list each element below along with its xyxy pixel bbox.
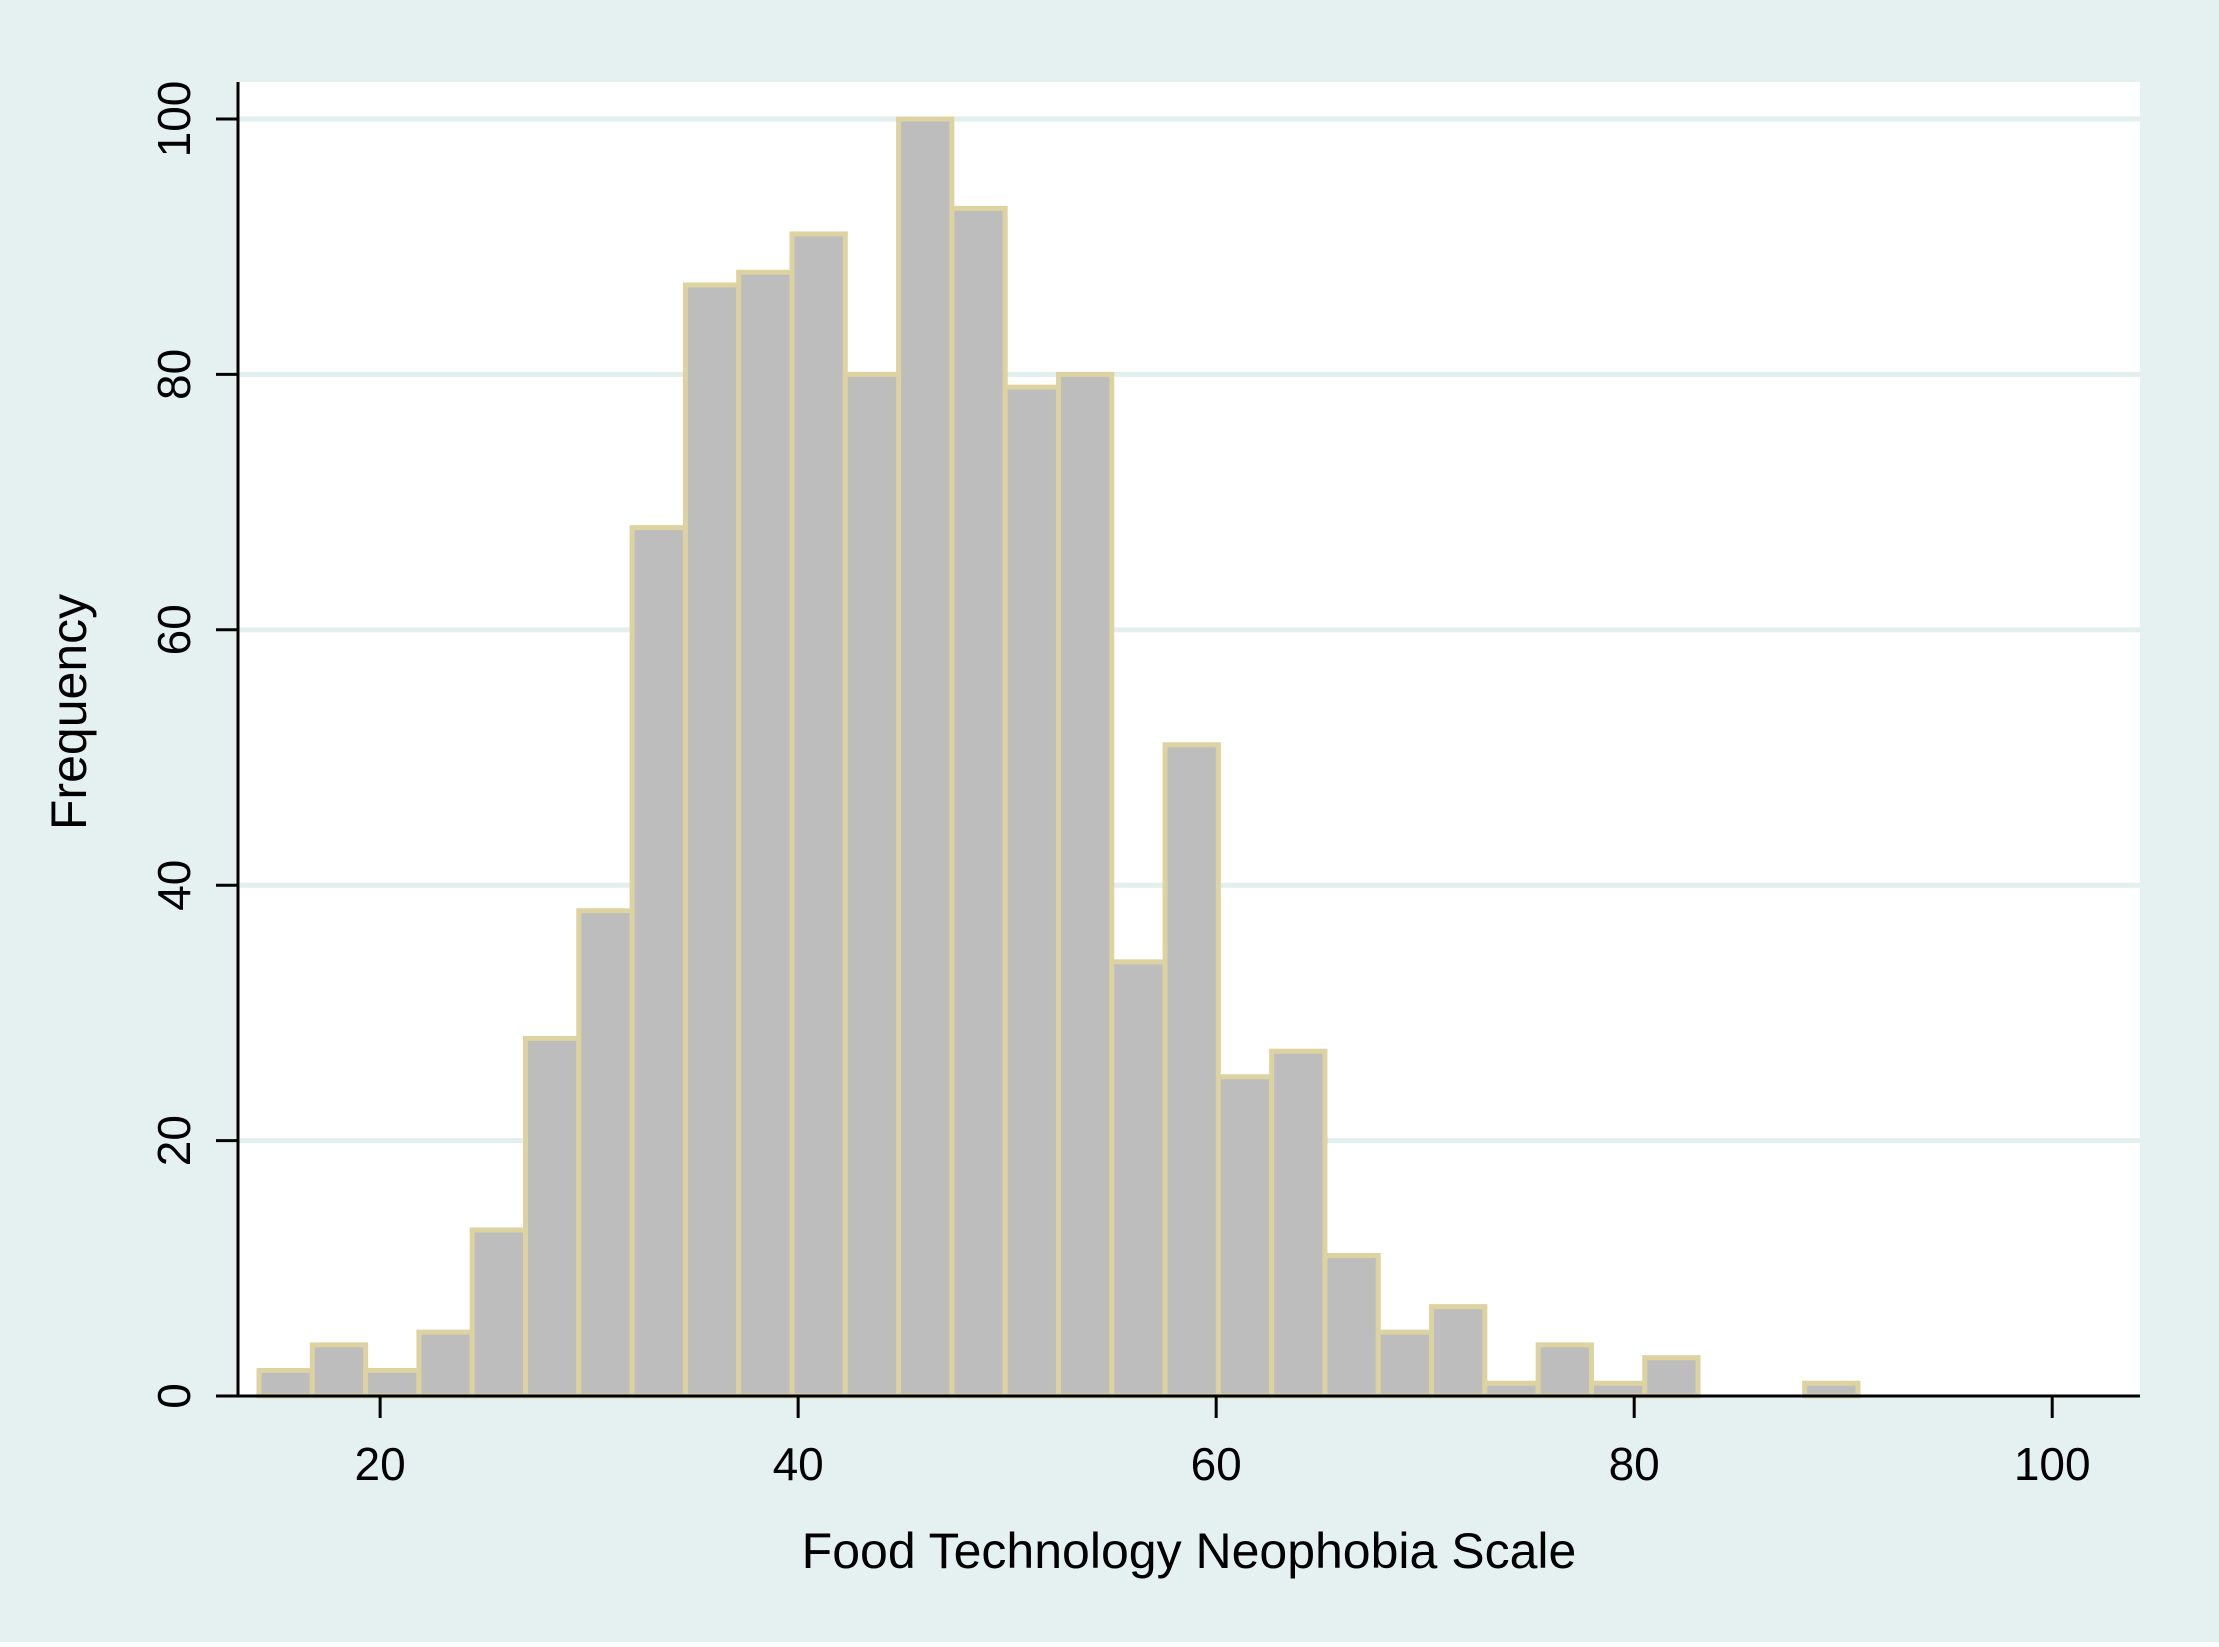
histogram-bar xyxy=(256,1367,315,1399)
histogram-bar xyxy=(736,269,795,1399)
histogram-bar xyxy=(1375,1329,1435,1399)
histogram-bar xyxy=(309,1342,369,1399)
histogram-bar xyxy=(1269,1048,1328,1399)
histogram-bar xyxy=(629,525,688,1399)
y-tick-label: 80 xyxy=(148,349,200,400)
x-tick-label: 100 xyxy=(2014,1438,2091,1490)
histogram-bar xyxy=(1535,1342,1594,1399)
histogram-bar xyxy=(576,908,635,1399)
histogram-bar xyxy=(682,282,742,1399)
x-tick-label: 20 xyxy=(355,1438,406,1490)
histogram-bar xyxy=(949,205,1008,1399)
histogram-bar xyxy=(522,1035,582,1399)
histogram-bar xyxy=(469,1227,528,1399)
histogram-bar xyxy=(416,1329,475,1399)
histogram-bar xyxy=(1642,1355,1701,1399)
histogram-bar xyxy=(1482,1380,1541,1399)
histogram-bar xyxy=(1429,1304,1488,1399)
y-tick-label: 100 xyxy=(148,81,200,158)
axes: 0 20 40 60 80 100 20 40 60 80 100 xyxy=(148,81,2140,1490)
y-tick-label: 40 xyxy=(148,860,200,911)
x-tick-label: 40 xyxy=(773,1438,824,1490)
y-tick-label: 0 xyxy=(148,1383,200,1409)
histogram-bar xyxy=(1002,384,1061,1399)
x-tick-label: 60 xyxy=(1191,1438,1242,1490)
x-axis-title: Food Technology Neophobia Scale xyxy=(802,1523,1577,1579)
histogram-bar xyxy=(1055,371,1115,1399)
bars xyxy=(256,116,1861,1399)
histogram-bar xyxy=(842,371,902,1399)
y-tick-label: 20 xyxy=(148,1115,200,1166)
histogram-bar xyxy=(1109,959,1168,1399)
histogram-bar xyxy=(789,231,848,1399)
histogram-bar xyxy=(1322,1253,1381,1399)
histogram-bar xyxy=(363,1367,422,1399)
histogram-bar xyxy=(1215,1074,1275,1399)
y-tick-label: 60 xyxy=(148,604,200,655)
y-axis-title: Frequency xyxy=(41,594,97,830)
histogram-bar xyxy=(1802,1380,1861,1399)
x-tick-label: 80 xyxy=(1609,1438,1660,1490)
histogram-bar xyxy=(1162,742,1221,1399)
histogram-bar xyxy=(1588,1380,1648,1399)
histogram-bar xyxy=(896,116,955,1399)
